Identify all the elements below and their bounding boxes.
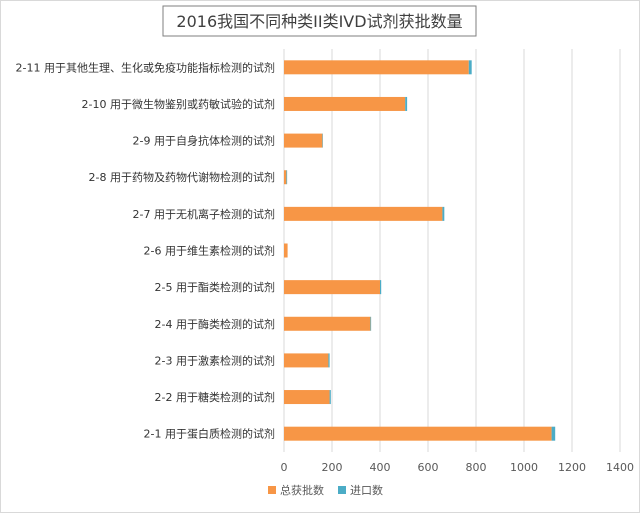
- x-tick-label: 600: [418, 461, 439, 474]
- bar-import: [551, 426, 556, 441]
- bar-total: [284, 353, 329, 368]
- bar-total: [284, 316, 371, 331]
- category-label: 2-5 用于酯类检测的试剂: [155, 280, 275, 294]
- x-tick-label: 0: [281, 461, 288, 474]
- x-tick-labels: 0 200 400 600 800 1000 1200 1400: [281, 461, 635, 474]
- bar-total: [284, 133, 323, 148]
- x-tick-label: 800: [466, 461, 487, 474]
- bar-import: [468, 60, 472, 75]
- bar-total: [284, 170, 287, 185]
- legend-label: 进口数: [350, 484, 383, 497]
- category-label: 2-9 用于自身抗体检测的试剂: [133, 134, 275, 148]
- x-tick-label: 200: [322, 461, 343, 474]
- category-label: 2-11 用于其他生理、生化或免疫功能指标检测的试剂: [16, 60, 275, 74]
- category-label: 2-1 用于蛋白质检测的试剂: [144, 427, 275, 441]
- bar-import: [322, 133, 323, 148]
- bar-total: [284, 280, 380, 295]
- legend-swatch: [338, 486, 346, 494]
- bar-import: [370, 316, 372, 331]
- legend: 总获批数 进口数: [268, 483, 383, 497]
- category-labels: 2-11 用于其他生理、生化或免疫功能指标检测的试剂 2-10 用于微生物鉴别或药…: [16, 60, 275, 440]
- category-label: 2-7 用于无机离子检测的试剂: [133, 207, 275, 221]
- x-tick-label: 1200: [558, 461, 586, 474]
- bar-total: [284, 243, 288, 258]
- bar-total: [284, 390, 330, 405]
- category-label: 2-10 用于微生物鉴别或药敏试验的试剂: [82, 97, 275, 111]
- category-label: 2-4 用于酶类检测的试剂: [155, 317, 275, 331]
- chart-title: 2016我国不同种类II类IVD试剂获批数量: [176, 12, 462, 31]
- category-label: 2-2 用于糖类检测的试剂: [155, 390, 275, 404]
- category-label: 2-3 用于激素检测的试剂: [155, 353, 275, 367]
- bars: [284, 60, 556, 441]
- x-tick-label: 400: [370, 461, 391, 474]
- bar-total: [284, 426, 552, 441]
- bar-total: [284, 60, 469, 75]
- legend-label: 总获批数: [280, 483, 324, 497]
- bar-import: [329, 390, 331, 405]
- bar-total: [284, 206, 443, 221]
- x-tick-label: 1000: [510, 461, 538, 474]
- title-box: [162, 5, 477, 37]
- bar-import: [328, 353, 330, 368]
- bar-import: [286, 170, 288, 185]
- legend-swatch: [268, 486, 276, 494]
- bar-import: [405, 96, 408, 111]
- category-label: 2-8 用于药物及药物代谢物检测的试剂: [89, 170, 275, 184]
- bar-import: [380, 280, 382, 295]
- gridlines: [283, 49, 621, 452]
- bar-total: [284, 96, 406, 111]
- x-tick-label: 1400: [606, 461, 634, 474]
- bar-import: [442, 206, 445, 221]
- category-label: 2-6 用于维生素检测的试剂: [144, 244, 275, 258]
